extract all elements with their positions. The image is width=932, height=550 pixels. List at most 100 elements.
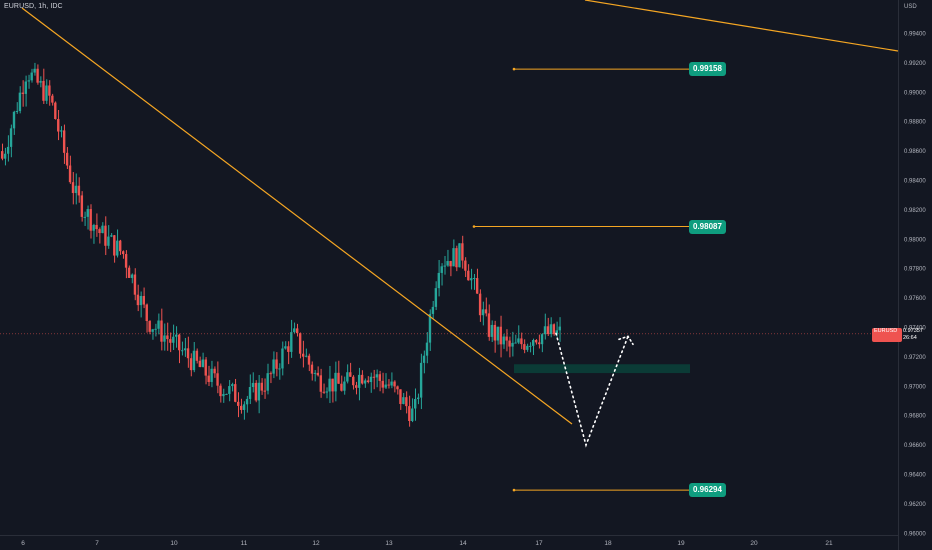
candle-body <box>113 235 116 256</box>
candle-body <box>511 342 514 347</box>
candle-body <box>136 294 140 306</box>
level-badge[interactable]: 0.98087 <box>689 219 726 234</box>
candle-body <box>237 401 240 406</box>
level-anchor <box>512 488 516 492</box>
candle-body <box>393 381 396 387</box>
candle-body <box>422 355 426 363</box>
candle-body <box>89 209 92 231</box>
time-tick-label: 12 <box>312 540 320 547</box>
candle-body <box>502 336 505 345</box>
candle-body <box>195 350 199 361</box>
candle-body <box>57 119 60 132</box>
time-tick-label: 11 <box>241 540 248 547</box>
candle-body <box>523 344 526 350</box>
candle-body <box>352 376 355 386</box>
symbol-title[interactable]: EURUSD, 1h, IDC <box>4 3 63 10</box>
candle-body <box>48 85 51 96</box>
candle-body <box>313 372 317 374</box>
candle-body <box>452 248 455 267</box>
candle-body <box>133 274 137 295</box>
candle-body <box>287 346 290 352</box>
candle-body <box>36 68 39 83</box>
candle-body <box>192 350 196 371</box>
candle-body <box>355 385 358 388</box>
candle-body <box>419 362 423 398</box>
candle-body <box>425 342 429 356</box>
candle-body <box>366 380 370 383</box>
candle-body <box>414 399 417 409</box>
price-axis-ticks: 0.99400 0.99200 0.99000 0.98800 0.98600 0.984… <box>904 32 926 538</box>
candle-body <box>51 95 54 103</box>
price-tick-label: 0.97400 <box>904 326 926 332</box>
candle-body <box>337 372 340 384</box>
candle-body <box>92 224 95 231</box>
candle-body <box>437 272 440 289</box>
candle-body <box>201 359 204 367</box>
candle-body <box>290 332 293 352</box>
candle-body <box>514 342 517 344</box>
candle-body <box>62 130 66 153</box>
candle-body <box>269 373 272 375</box>
time-tick-label: 17 <box>535 540 543 547</box>
current-price-value: 0.97357 <box>903 327 923 334</box>
price-tick-label: 0.99000 <box>904 90 926 96</box>
candle-body <box>242 404 246 410</box>
candle-body <box>231 384 234 387</box>
candle-body <box>496 326 499 341</box>
price-tick-label: 0.97800 <box>904 267 926 273</box>
candle-body <box>396 386 399 390</box>
candle-body <box>325 391 328 393</box>
level-badge[interactable]: 0.96294 <box>689 483 726 498</box>
candle-body <box>142 295 145 305</box>
candle-body <box>180 350 184 352</box>
candle-body <box>65 152 69 166</box>
candle-body <box>310 364 314 374</box>
candle-body <box>27 80 30 82</box>
candle-body <box>552 324 556 335</box>
candle-body <box>60 130 63 132</box>
candle-body <box>225 393 228 395</box>
candle-body <box>349 372 352 377</box>
demand-zone <box>514 364 690 374</box>
trendline-main <box>21 7 573 425</box>
price-tick-label: 0.96000 <box>904 531 926 537</box>
candle-body <box>343 381 346 391</box>
candle-body <box>293 328 296 333</box>
price-tick-label: 0.98600 <box>904 149 926 155</box>
candle-body <box>172 336 175 343</box>
candle-body <box>248 387 252 399</box>
price-tick-label: 0.98800 <box>904 120 926 126</box>
candle-body <box>384 384 387 388</box>
current-price-tag: EURUSD <box>872 327 902 342</box>
candle-body <box>304 355 308 357</box>
candle-body <box>74 185 78 194</box>
candle-body <box>399 389 402 404</box>
candle-body <box>213 368 216 374</box>
level-anchor <box>512 67 516 71</box>
candle-body <box>198 360 202 367</box>
candle-body <box>260 382 263 391</box>
candle-body <box>95 224 98 230</box>
candle-body <box>130 274 134 278</box>
price-tick-label: 0.96200 <box>904 502 926 508</box>
candle-body <box>148 321 151 332</box>
candle-body <box>116 240 119 256</box>
candle-body <box>12 111 16 129</box>
current-price-value-box: 0.97357 26:64 <box>903 328 923 342</box>
candle-body <box>520 338 523 345</box>
candle-body <box>440 266 443 273</box>
candle-body <box>68 165 72 183</box>
candle-body <box>160 320 163 342</box>
candle-body <box>434 288 438 307</box>
candle-body <box>77 185 81 196</box>
candle-body <box>207 375 210 382</box>
candle-body <box>234 384 237 402</box>
candle-body <box>257 382 261 401</box>
candle-body <box>478 293 482 316</box>
candle-body <box>540 334 544 345</box>
candle-body <box>6 146 10 154</box>
candle-body <box>490 324 494 337</box>
candle-body <box>411 408 414 421</box>
level-badge[interactable]: 0.99158 <box>689 62 726 77</box>
